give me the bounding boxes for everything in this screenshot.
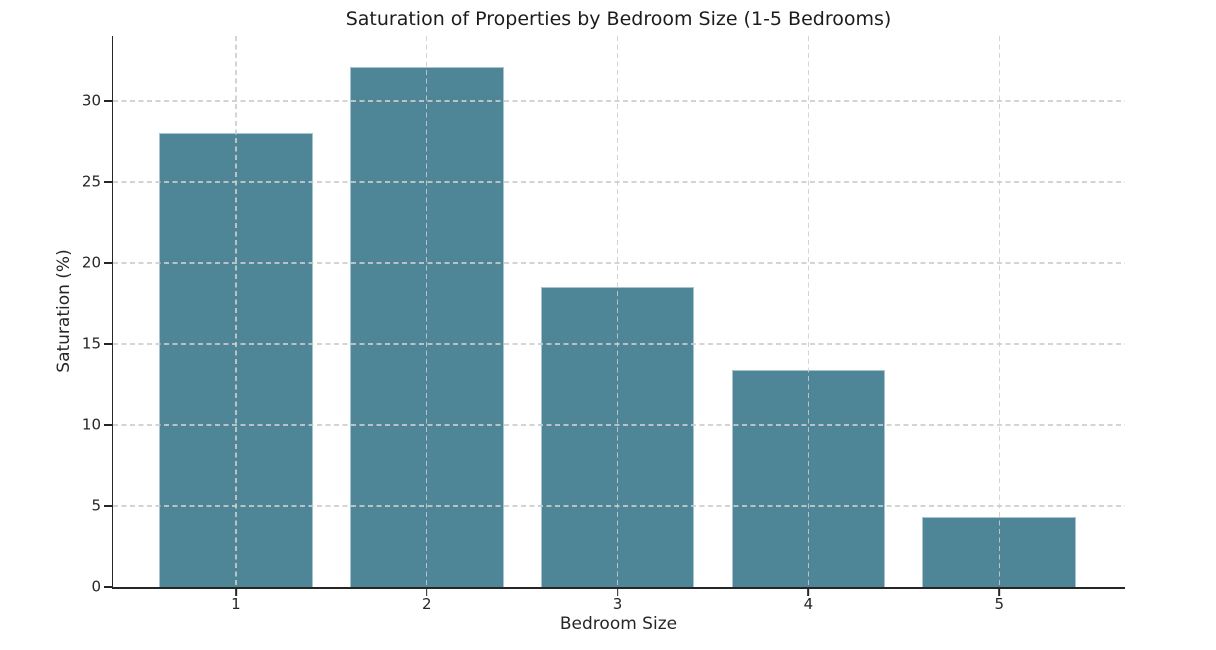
y-tick-label-0: 0 xyxy=(91,577,101,596)
y-tick-10 xyxy=(104,424,112,426)
y-tick-20 xyxy=(104,262,112,264)
x-tick-1 xyxy=(235,589,237,596)
y-tick-label-30: 30 xyxy=(81,91,101,110)
y-tick-30 xyxy=(104,100,112,102)
x-tick-5 xyxy=(998,589,1001,596)
y-tick-label-10: 10 xyxy=(81,415,101,434)
x-tick-label-1: 1 xyxy=(231,595,241,613)
x-tick-3 xyxy=(616,589,619,596)
x-tick-label-5: 5 xyxy=(994,595,1005,613)
y-tick-15 xyxy=(104,343,112,345)
x-axis-label: Bedroom Size xyxy=(559,614,678,634)
x-tick-label-4: 4 xyxy=(803,595,814,613)
y-tick-25 xyxy=(104,181,112,183)
y-tick-5 xyxy=(104,505,112,507)
bar-5-bedrooms xyxy=(922,517,1077,587)
x-tick-2 xyxy=(425,589,428,596)
x-tick-label-3: 3 xyxy=(612,595,623,613)
y-tick-label-5: 5 xyxy=(91,496,101,515)
y-gridline-30 xyxy=(113,100,1125,102)
x-tick-4 xyxy=(807,589,810,596)
bar-1-bedrooms xyxy=(158,133,313,587)
bar-2-bedrooms xyxy=(349,66,504,587)
bar-4-bedrooms xyxy=(731,369,886,587)
x-tick-label-2: 2 xyxy=(421,595,432,613)
chart-title: Saturation of Properties by Bedroom Size… xyxy=(345,8,892,30)
y-tick-0 xyxy=(104,586,112,588)
bar-3-bedrooms xyxy=(540,287,695,587)
x-gridline-5 xyxy=(998,36,1000,587)
y-tick-label-25: 25 xyxy=(81,172,101,191)
y-tick-label-20: 20 xyxy=(81,253,101,272)
plot-area: 0 5 10 15 20 25 30 1 2 3 4 5 xyxy=(82,36,1125,612)
y-tick-label-15: 15 xyxy=(81,334,101,353)
